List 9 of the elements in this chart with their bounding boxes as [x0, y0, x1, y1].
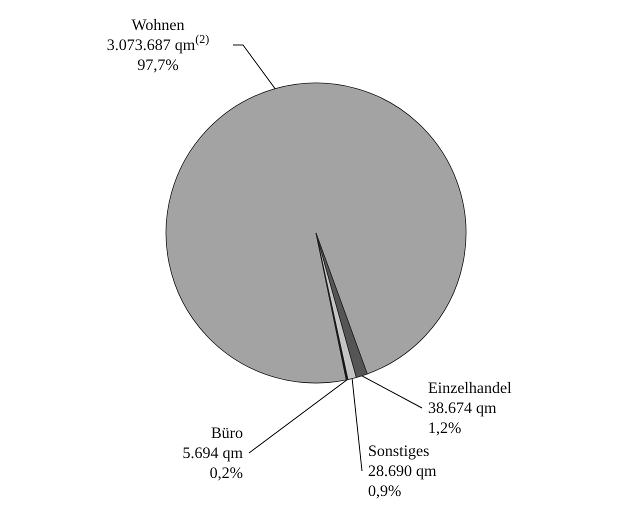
slice-label: Wohnen: [132, 17, 184, 34]
data-label: 5.694 qm 0,2%: [182, 445, 244, 482]
slice-label: Büro: [211, 425, 243, 442]
data-label: 28.690 qm 0,9%: [368, 463, 437, 500]
slice-label: Sonstiges: [368, 443, 430, 460]
slice-label: Einzelhandel: [428, 380, 512, 397]
pie-slice: [166, 82, 466, 384]
text: 3.073.687 qm$^{(2)}$ 97,7%: [106, 32, 210, 74]
data-label: 38.674 qm 1,2%: [428, 400, 497, 437]
